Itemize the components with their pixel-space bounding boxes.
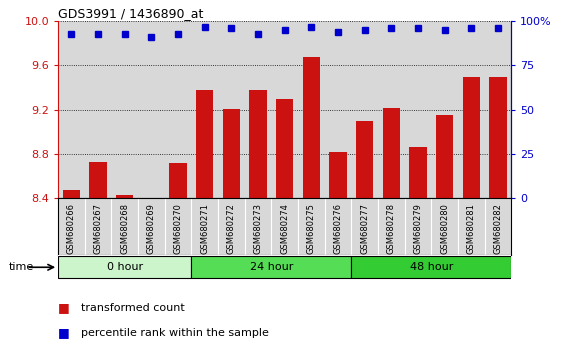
- Text: GSM680268: GSM680268: [120, 203, 129, 254]
- Text: GSM680272: GSM680272: [227, 203, 236, 254]
- Text: 0 hour: 0 hour: [107, 262, 143, 272]
- FancyBboxPatch shape: [352, 256, 511, 278]
- Text: GSM680282: GSM680282: [493, 203, 503, 254]
- Text: GSM680274: GSM680274: [280, 203, 289, 254]
- Text: GSM680277: GSM680277: [360, 203, 369, 254]
- Bar: [249, 90, 267, 198]
- Text: GSM680279: GSM680279: [414, 203, 422, 254]
- Text: ■: ■: [58, 326, 70, 339]
- Text: 24 hour: 24 hour: [250, 262, 293, 272]
- FancyBboxPatch shape: [58, 256, 191, 278]
- Bar: [89, 162, 107, 198]
- Text: time: time: [9, 262, 34, 272]
- Bar: [63, 190, 80, 198]
- Bar: [170, 163, 187, 198]
- FancyBboxPatch shape: [191, 256, 352, 278]
- Text: GSM680275: GSM680275: [307, 203, 316, 254]
- Bar: [276, 99, 293, 198]
- Text: GSM680267: GSM680267: [94, 203, 103, 254]
- Bar: [116, 195, 134, 198]
- Text: ■: ■: [58, 302, 70, 314]
- Bar: [356, 121, 374, 198]
- Bar: [329, 152, 347, 198]
- Text: GSM680266: GSM680266: [67, 203, 76, 254]
- Bar: [489, 76, 507, 198]
- Text: GSM680273: GSM680273: [253, 203, 263, 254]
- Bar: [223, 109, 240, 198]
- Text: GSM680278: GSM680278: [387, 203, 396, 254]
- Text: GSM680270: GSM680270: [174, 203, 182, 254]
- Bar: [383, 108, 400, 198]
- Bar: [409, 147, 426, 198]
- Text: transformed count: transformed count: [81, 303, 185, 313]
- Text: GDS3991 / 1436890_at: GDS3991 / 1436890_at: [58, 7, 203, 20]
- Bar: [436, 115, 453, 198]
- Text: GSM680280: GSM680280: [440, 203, 449, 254]
- Text: percentile rank within the sample: percentile rank within the sample: [81, 328, 269, 338]
- Text: 48 hour: 48 hour: [410, 262, 453, 272]
- Text: GSM680276: GSM680276: [333, 203, 343, 254]
- Bar: [462, 76, 480, 198]
- Text: GSM680269: GSM680269: [147, 203, 156, 254]
- Bar: [196, 90, 213, 198]
- Text: GSM680271: GSM680271: [200, 203, 209, 254]
- Bar: [303, 57, 320, 198]
- Text: GSM680281: GSM680281: [467, 203, 476, 254]
